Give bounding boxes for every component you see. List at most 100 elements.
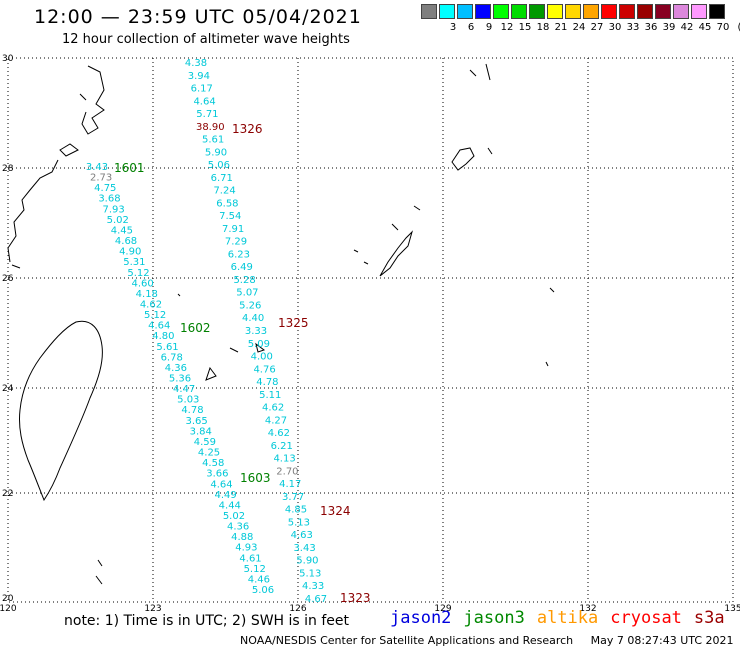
- wave-height-value: 4.60: [132, 278, 154, 289]
- wave-height-value: 4.90: [119, 247, 141, 258]
- footer-note: note: 1) Time is in UTC; 2) SWH is in fe…: [64, 613, 350, 629]
- scale-label: 9: [485, 22, 493, 33]
- scale-swatch: [583, 4, 599, 19]
- wave-height-value: 4.75: [94, 183, 116, 194]
- scale-label: 36: [644, 22, 658, 33]
- coastline: [7, 63, 555, 585]
- scale-swatch: [691, 4, 707, 19]
- wave-height-value: 4.59: [194, 437, 216, 448]
- wave-height-value: 4.85: [285, 505, 307, 516]
- wave-height-value: 4.38: [185, 58, 207, 69]
- wave-height-value: 38.90: [196, 122, 225, 133]
- lon-label: 126: [289, 604, 306, 614]
- wave-height-value: 2.73: [90, 173, 112, 184]
- wave-height-value: 4.93: [235, 543, 257, 554]
- wave-height-value: 5.13: [299, 568, 321, 579]
- timestamp-text: May 7 08:27:43 UTC 2021: [590, 634, 734, 647]
- wave-height-value: 7.54: [219, 211, 241, 222]
- wave-height-value: 5.12: [244, 564, 266, 575]
- wave-height-value: 3.68: [98, 194, 120, 205]
- lat-label: 26: [2, 274, 14, 284]
- ryukyu-islands: [95, 63, 555, 585]
- satellite-label: jason2: [390, 608, 452, 628]
- wave-height-value: 2.70: [276, 466, 298, 477]
- pass-label: 1324: [320, 504, 351, 518]
- scale-swatch: [529, 4, 545, 19]
- taiwan-coast: [19, 320, 103, 502]
- wave-height-value: 5.11: [259, 390, 281, 401]
- satellite-label: s3a: [693, 608, 725, 628]
- scale-label: 12: [500, 22, 514, 33]
- wave-height-value: 4.62: [268, 428, 290, 439]
- wave-height-value: 4.68: [115, 236, 137, 247]
- pass-labels: 1326 1325 1324 1323 1601 1602 1603: [114, 122, 371, 605]
- scale-swatch: [475, 4, 491, 19]
- wave-height-value: 4.63: [291, 530, 313, 541]
- wave-height-value: 6.58: [216, 198, 238, 209]
- wave-height-value: 4.78: [181, 405, 203, 416]
- wave-height-value: 4.61: [239, 553, 261, 564]
- map-title: 12:00 — 23:59 UTC 05/04/2021: [34, 6, 362, 28]
- wave-height-value: 4.47: [173, 384, 195, 395]
- wave-height-value: 3.43: [293, 543, 315, 554]
- lon-label: 132: [579, 604, 596, 614]
- wave-height-value: 7.24: [213, 186, 235, 197]
- pass-label: 1323: [340, 591, 371, 605]
- scale-swatch: [673, 4, 689, 19]
- wave-height-value: 5.06: [252, 585, 274, 596]
- wave-height-value: 6.71: [211, 173, 233, 184]
- wave-height-value: 5.09: [248, 339, 270, 350]
- wave-height-value: 5.12: [144, 310, 166, 321]
- lat-label: 24: [2, 384, 14, 394]
- scale-swatch: [619, 4, 635, 19]
- scale-label: 33: [626, 22, 640, 33]
- wave-height-value: 5.03: [177, 395, 199, 406]
- wave-height-value: 4.46: [248, 574, 270, 585]
- wave-height-value: 4.64: [193, 96, 215, 107]
- pass-label: 1603: [240, 471, 271, 485]
- wave-height-value: 3.77: [282, 492, 304, 503]
- wave-height-value: 6.23: [228, 249, 250, 260]
- lon-label: 120: [0, 604, 17, 614]
- wave-height-value: 4.76: [253, 364, 275, 375]
- wave-height-value: 5.36: [169, 374, 191, 385]
- wave-height-value: 6.78: [161, 352, 183, 363]
- wave-height-value: 4.78: [256, 377, 278, 388]
- pass-label: 1326: [232, 122, 263, 136]
- scale-label: 6: [467, 22, 475, 33]
- wave-height-value: 3.65: [185, 416, 207, 427]
- scale-label: 39: [662, 22, 676, 33]
- map-frame: [7, 57, 734, 603]
- wave-height-value: 7.91: [222, 224, 244, 235]
- wave-height-value: 4.18: [136, 289, 158, 300]
- wave-height-value: 5.28: [233, 275, 255, 286]
- wave-height-value: 3.84: [190, 426, 212, 437]
- wave-height-value: 4.62: [262, 403, 284, 414]
- scale-label: 3: [449, 22, 457, 33]
- lat-label: 22: [2, 489, 13, 499]
- scale-swatch: [493, 4, 509, 19]
- wave-height-value: 4.67: [305, 594, 327, 605]
- lon-label: 129: [434, 604, 451, 614]
- wave-height-value: 6.17: [191, 84, 213, 95]
- lat-label: 30: [2, 54, 14, 64]
- wave-height-value: 5.90: [296, 556, 318, 567]
- wave-height-value: 4.27: [265, 415, 287, 426]
- wave-height-value: 4.62: [140, 299, 162, 310]
- scale-label: 24: [572, 22, 586, 33]
- scale-swatch: [565, 4, 581, 19]
- scale-swatch: [601, 4, 617, 19]
- wave-height-value: 4.49: [215, 490, 237, 501]
- wave-height-value: 5.02: [107, 215, 129, 226]
- wave-height-value: 5.71: [196, 109, 218, 120]
- wave-height-value: 3.43: [86, 162, 108, 173]
- scale-swatch: [547, 4, 563, 19]
- scale-label: 18: [536, 22, 550, 33]
- scale-label: 21: [554, 22, 568, 33]
- scale-swatch: [511, 4, 527, 19]
- wave-height-value: 4.80: [152, 331, 174, 342]
- wave-height-value: 5.90: [205, 147, 227, 158]
- wave-height-value: 4.44: [219, 500, 241, 511]
